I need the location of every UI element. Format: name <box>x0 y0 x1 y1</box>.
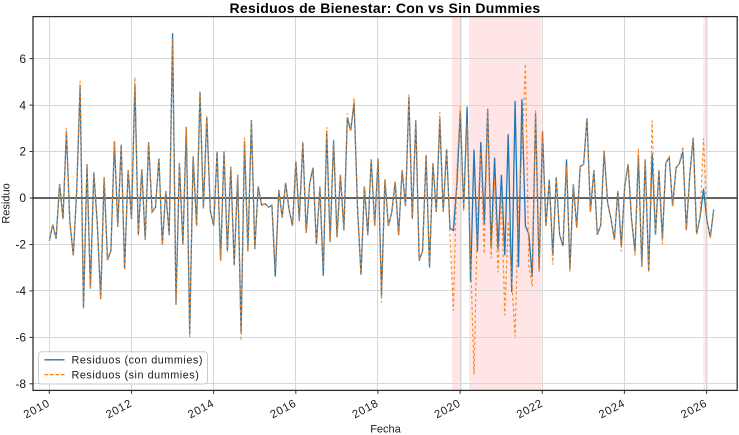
svg-text:Residuos (sin dummies): Residuos (sin dummies) <box>72 369 200 381</box>
svg-text:-4: -4 <box>15 284 26 298</box>
svg-text:Fecha: Fecha <box>370 424 401 435</box>
svg-text:Residuos de Bienestar: Con vs: Residuos de Bienestar: Con vs Sin Dummie… <box>229 0 540 16</box>
svg-text:4: 4 <box>19 98 26 112</box>
svg-text:-2: -2 <box>15 238 26 252</box>
svg-text:-6: -6 <box>15 331 26 345</box>
svg-text:-8: -8 <box>15 377 26 391</box>
svg-text:Residuo: Residuo <box>1 183 13 223</box>
svg-text:6: 6 <box>19 52 26 66</box>
svg-text:2: 2 <box>19 145 26 159</box>
svg-text:0: 0 <box>19 191 26 205</box>
svg-text:Residuos (con dummies): Residuos (con dummies) <box>72 355 204 367</box>
